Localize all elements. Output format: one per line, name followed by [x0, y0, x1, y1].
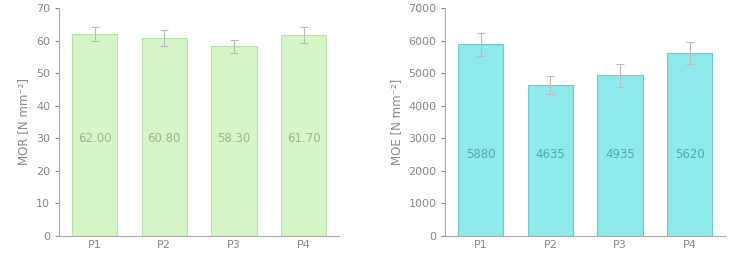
Bar: [141, 38, 187, 236]
Text: 58.30: 58.30: [218, 132, 251, 145]
Bar: [72, 34, 117, 236]
Y-axis label: MOR [N mm⁻²]: MOR [N mm⁻²]: [18, 79, 30, 165]
Text: 60.80: 60.80: [147, 132, 181, 145]
Text: 5880: 5880: [466, 148, 496, 161]
Text: 5620: 5620: [675, 148, 704, 161]
Y-axis label: MOE [N mm⁻²]: MOE [N mm⁻²]: [390, 79, 403, 165]
Text: 4935: 4935: [605, 148, 635, 161]
Bar: [212, 46, 257, 236]
Text: 61.70: 61.70: [287, 132, 320, 145]
Bar: [597, 75, 643, 236]
Text: 4635: 4635: [536, 148, 565, 161]
Bar: [667, 53, 713, 236]
Bar: [281, 35, 326, 236]
Bar: [528, 85, 573, 236]
Bar: [458, 44, 503, 236]
Text: 62.00: 62.00: [78, 132, 111, 145]
